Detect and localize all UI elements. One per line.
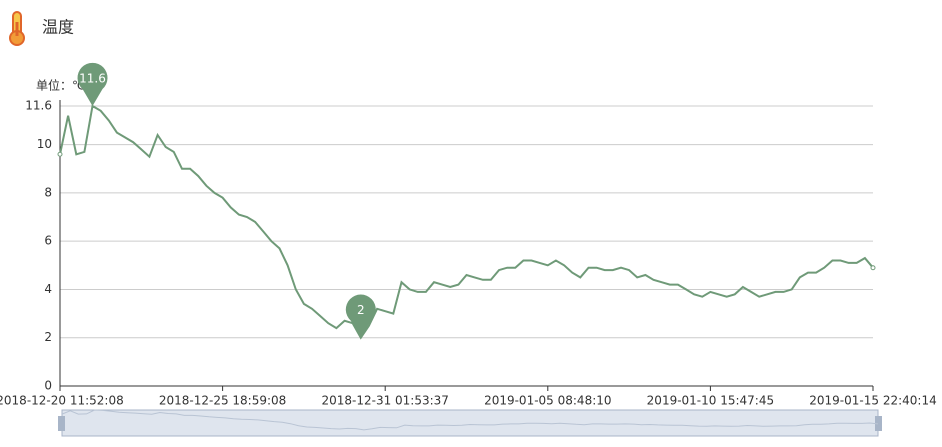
data-zoom[interactable] (58, 409, 882, 437)
y-tick-label: 0 (44, 379, 52, 393)
x-tick-label: 2018-12-20 11:52:08 (0, 394, 124, 408)
pin-label: 11.6 (79, 72, 106, 86)
x-tick-label: 2019-01-05 08:48:10 (484, 394, 611, 408)
y-tick-label: 8 (44, 185, 52, 199)
thermometer-icon (9, 11, 25, 46)
y-tick-label: 2 (44, 330, 52, 344)
x-tick-label: 2018-12-31 01:53:37 (321, 394, 448, 408)
x-tick-label: 2018-12-25 18:59:08 (159, 394, 286, 408)
end-point (870, 265, 876, 271)
pin-marker (345, 294, 376, 338)
zoom-handle[interactable] (875, 416, 882, 431)
y-tick-label: 4 (44, 282, 52, 296)
x-tick-label: 2019-01-10 15:47:45 (647, 394, 774, 408)
y-tick-label: 6 (44, 234, 52, 248)
y-tick-label: 10 (37, 137, 52, 151)
zoom-handle[interactable] (58, 416, 65, 431)
x-tick-label: 2019-01-15 22:40:14 (809, 394, 936, 408)
line (59, 104, 874, 340)
end-point (57, 151, 63, 157)
pin-label: 2 (357, 303, 365, 317)
zoom-preview (61, 409, 879, 431)
pin-marker (77, 62, 108, 106)
zoom-track[interactable] (61, 409, 879, 437)
y-tick-label: 11.6 (25, 99, 52, 113)
unit-label: 单位：℃ (36, 78, 85, 93)
chart-title: 温度 (42, 18, 74, 37)
